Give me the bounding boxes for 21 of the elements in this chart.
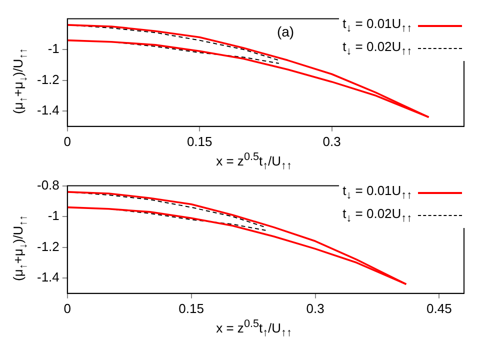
x-tick-label: 0.15 — [178, 300, 204, 316]
y-tick-label: -1.2 — [36, 72, 60, 87]
y-tick-label: -1 — [48, 41, 60, 56]
legend-label: t$_{↓}$ = 0.02U$_{↑↑}$ — [342, 38, 412, 60]
x-tick-label: 0.3 — [322, 134, 341, 149]
x-axis-title: x = z$^{0.5}$t$_{↑}$/U$_{↑↑}$ — [216, 318, 292, 339]
x-tick-label: 0 — [64, 300, 72, 316]
x-tick-label: 0.15 — [186, 134, 212, 149]
legend-label: t$_{↓}$ = 0.01U$_{↑↑}$ — [342, 15, 412, 37]
y-tick-label: -1 — [48, 208, 60, 224]
x-tick-label: 0.45 — [426, 300, 452, 316]
legend-label: t$_{↓}$ = 0.01U$_{↑↑}$ — [342, 182, 412, 204]
x-tick-label: 0 — [64, 134, 72, 149]
y-tick-label: -0.8 — [36, 177, 60, 192]
y-tick-label: -1.4 — [36, 102, 60, 118]
y-tick-label: -1.2 — [36, 238, 60, 254]
x-tick-label: 0.3 — [306, 300, 324, 316]
annotation: (a) — [276, 24, 294, 40]
x-axis-title: x = z$^{0.5}$t$_{↑}$/U$_{↑↑}$ — [216, 151, 292, 172]
y-tick-label: -1.4 — [36, 270, 60, 285]
legend-label: t$_{↓}$ = 0.02U$_{↑↑}$ — [342, 204, 412, 226]
